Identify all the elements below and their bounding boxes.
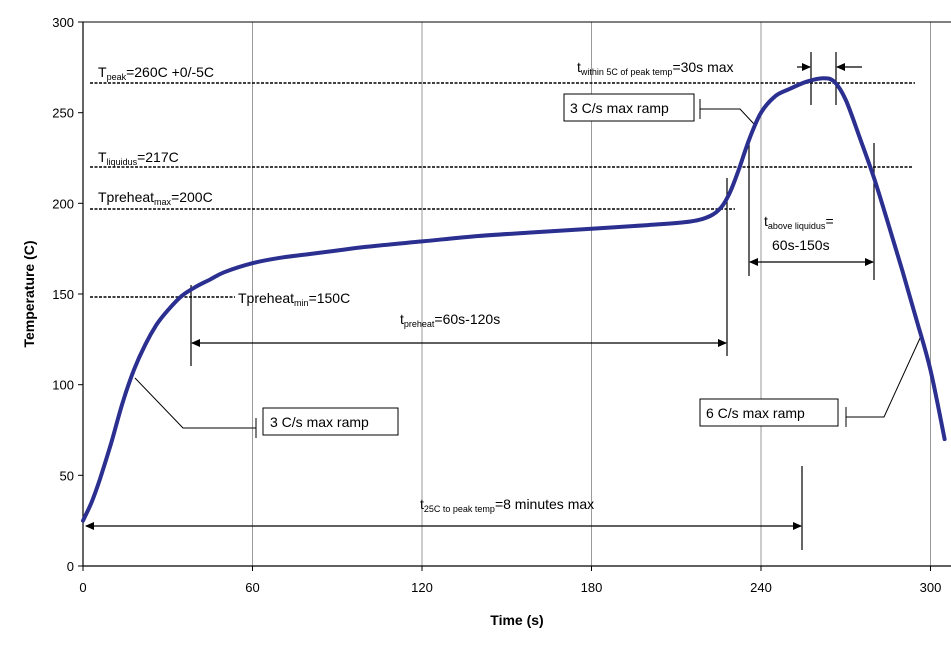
x-tick-label: 240 [750,580,772,595]
ramp-up-box-left [262,407,399,436]
y-ticks [78,21,83,567]
tabove-range: 60s-150s [772,237,830,253]
x-tick-label: 300 [920,580,942,595]
x-tick-label: 180 [581,580,603,595]
tabove-label: tabove liquidus= [764,213,834,231]
y-tick-label: 150 [52,287,74,302]
x-tick-labels: 0 60 120 180 240 300 [79,580,941,595]
x-tick-label: 60 [245,580,259,595]
ramp-annotations: 3 C/s max ramp 3 C/s max ramp 6 C/s max … [134,93,922,438]
reference-lines [90,82,915,298]
y-axis-title: Temperature (C) [21,240,37,347]
y-tick-label: 0 [67,559,74,574]
y-tick-label: 300 [52,15,74,30]
y-tick-labels: 300 250 200 150 100 50 0 [52,15,74,574]
tpreheat-max-label: Tpreheatmax=200C [98,189,213,207]
reference-labels: Tpeak=260C +0/-5C Tliquidus=217C Tprehea… [98,64,350,308]
tabove-annotation: tabove liquidus= 60s-150s [748,143,875,280]
x-tick-label: 120 [411,580,433,595]
tpreheat-annotation: tpreheat=60s-120s [190,178,728,366]
x-ticks [82,566,931,571]
twithin-label: twithin 5C of peak temp=30s max [577,59,734,77]
ramp-down-box [699,398,839,427]
tliquidus-label: Tliquidus=217C [98,149,179,167]
x-axis-title: Time (s) [490,612,543,628]
ramp-down-text: 6 C/s max ramp [706,405,805,421]
x-tick-label: 0 [79,580,86,595]
ramp-up-right-text: 3 C/s max ramp [570,100,669,116]
tpreheat-min-label: Tpreheatmin=150C [238,290,350,308]
ramp-up-box-right [563,93,695,122]
t25-annotation: t25C to peak temp=8 minutes max [85,466,803,550]
axes [78,21,951,571]
series-layer [81,76,947,523]
tpreheat-label: tpreheat=60s-120s [400,311,500,329]
t25-label: t25C to peak temp=8 minutes max [420,496,594,514]
temperature-profile-line [81,76,947,523]
ramp-up-left-text: 3 C/s max ramp [270,414,369,430]
y-tick-label: 250 [52,106,74,121]
tpeak-label: Tpeak=260C +0/-5C [98,64,214,82]
y-tick-label: 100 [52,378,74,393]
y-tick-label: 50 [60,468,74,483]
y-tick-label: 200 [52,196,74,211]
